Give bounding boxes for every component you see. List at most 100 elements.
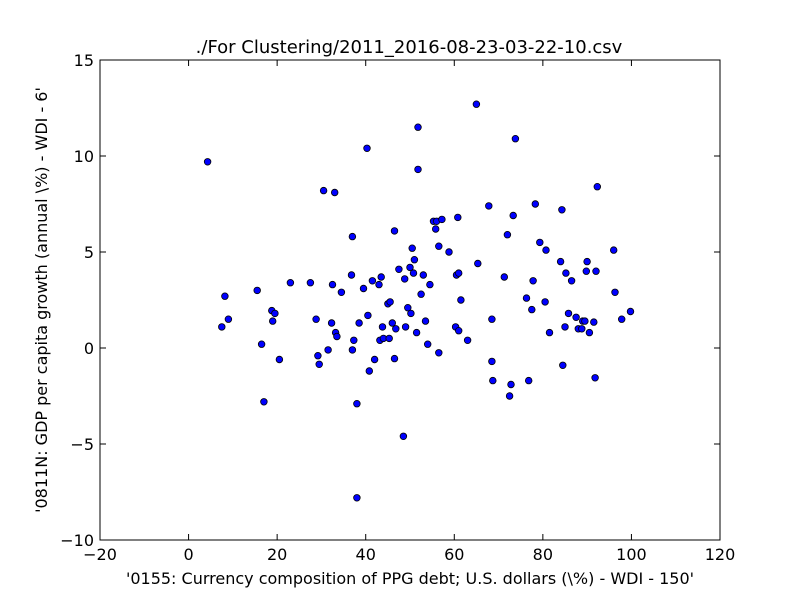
data-point-52 [401,323,410,331]
data-point-94 [525,376,533,385]
data-point-51 [401,275,409,283]
data-point-59 [412,328,421,337]
data-point-71 [435,349,443,357]
data-point-33 [364,311,372,320]
data-point-15 [315,360,323,368]
data-point-72 [438,215,446,224]
y-tick-label-5: 15 [74,51,94,70]
data-point-95 [528,305,536,314]
y-tick-label-3: 5 [84,243,94,262]
data-point-76 [454,213,462,222]
ticks-layer: −20 0 20 40 60 80 100 120 −10 −5 0 5 10 15 [60,51,735,564]
data-point-103 [558,206,566,214]
data-point-88 [503,230,512,239]
x-tick-label-0: −20 [83,545,117,564]
data-point-123 [618,315,626,323]
data-point-2 [221,292,229,300]
data-point-77 [455,327,463,335]
data-point-62 [417,290,425,298]
y-axis-label: '0811N: GDP per capita growth (annual \%… [32,87,51,513]
data-point-61 [414,165,422,174]
data-point-27 [350,336,358,344]
data-point-85 [488,357,496,366]
data-point-86 [489,376,497,385]
data-point-48 [392,325,400,333]
data-point-90 [507,380,515,389]
data-point-1 [218,323,226,331]
data-point-5 [257,340,266,348]
data-point-101 [545,328,554,337]
data-point-53 [404,304,412,312]
data-point-102 [556,257,565,266]
chart-title: ./For Clustering/2011_2016-08-23-03-22-1… [196,37,623,58]
data-point-82 [474,259,482,268]
data-point-113 [581,317,589,325]
data-point-83 [485,202,493,210]
data-point-17 [324,346,332,354]
data-point-121 [610,246,618,254]
x-tick-label-1: 0 [183,545,193,564]
data-point-25 [348,232,357,241]
data-point-66 [426,280,434,289]
data-point-44 [386,298,394,306]
data-point-58 [410,256,419,264]
data-point-79 [457,296,465,304]
data-point-26 [348,346,357,354]
data-point-84 [488,315,496,323]
data-point-100 [542,246,550,254]
data-point-40 [378,323,387,331]
data-point-43 [385,334,393,343]
data-point-118 [591,374,599,382]
data-point-97 [531,200,539,208]
data-point-37 [375,280,383,289]
data-point-108 [567,277,576,285]
data-point-60 [414,123,422,131]
data-point-47 [390,354,399,363]
data-point-105 [561,323,569,331]
y-tick-label-1: −5 [70,435,94,454]
x-tick-label-3: 40 [356,545,376,564]
data-point-31 [359,284,368,293]
data-point-109 [572,313,580,321]
data-point-50 [399,432,408,440]
data-point-18 [327,319,336,327]
data-point-14 [314,352,322,360]
data-point-9 [271,309,279,318]
data-point-73 [445,248,453,256]
data-point-116 [585,328,594,337]
data-point-56 [408,244,416,252]
data-point-32 [363,144,371,152]
data-point-120 [593,182,601,191]
data-point-89 [505,392,514,400]
data-point-46 [390,227,399,235]
data-point-34 [365,367,373,375]
data-point-49 [395,265,403,273]
data-point-35 [368,277,377,285]
data-point-39 [377,273,385,281]
data-point-115 [583,257,591,266]
data-point-96 [529,277,537,285]
data-point-91 [509,211,517,220]
data-point-57 [409,269,418,277]
data-point-0 [203,158,212,166]
data-point-6 [260,398,268,406]
data-point-111 [578,325,586,333]
data-point-87 [500,273,508,281]
data-point-64 [421,317,430,325]
data-point-23 [337,288,346,296]
plot-frame [99,59,721,541]
data-point-29 [353,494,361,502]
y-tick-label-4: 10 [74,147,94,166]
data-point-63 [419,271,427,279]
data-point-16 [319,186,328,195]
data-point-92 [511,134,520,143]
data-point-28 [353,400,361,408]
data-point-93 [522,294,531,302]
data-point-36 [370,355,379,364]
data-point-98 [536,238,544,247]
data-point-107 [564,309,573,318]
x-tick-label-4: 60 [444,545,464,564]
data-point-65 [424,340,432,348]
data-point-19 [328,280,337,289]
data-point-68 [432,225,440,233]
